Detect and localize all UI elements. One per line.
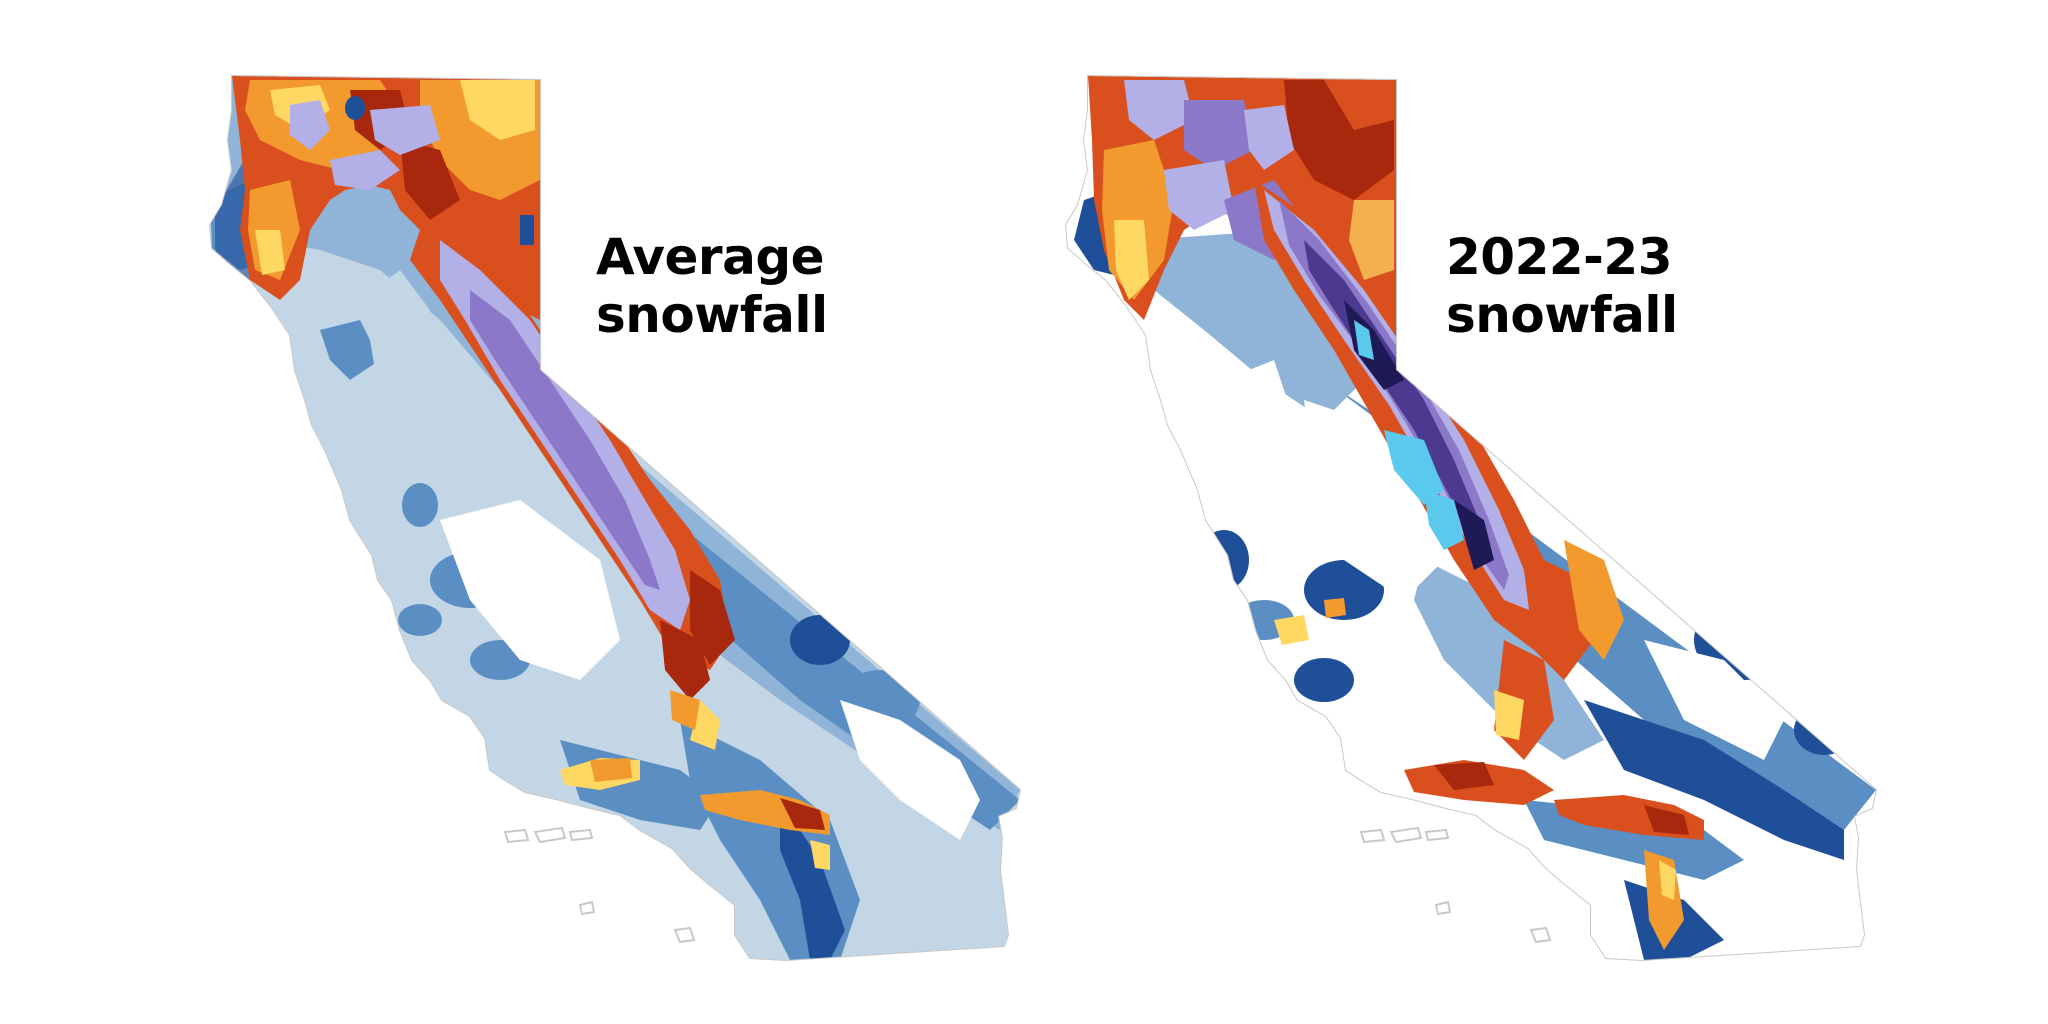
map-title-average: Average snowfall (596, 228, 828, 344)
map-title-2022-23: 2022-23 snowfall (1446, 228, 1678, 344)
title-line-1: Average (596, 228, 825, 286)
channel-islands (1359, 826, 1552, 944)
channel-islands (503, 826, 696, 944)
title-line-1: 2022-23 (1446, 228, 1672, 286)
map-panel-average: Average snowfall (208, 74, 1022, 962)
map-panel-2022-23: 2022-23 snowfall (1024, 0, 2048, 1024)
title-line-2: snowfall (596, 286, 828, 344)
snowfall-raster-average (210, 76, 1020, 960)
california-map-average (208, 74, 1022, 962)
title-line-2: snowfall (1446, 286, 1678, 344)
snowfall-raster-2022-23 (1066, 76, 1876, 960)
california-map-2022-23 (1064, 74, 1878, 962)
